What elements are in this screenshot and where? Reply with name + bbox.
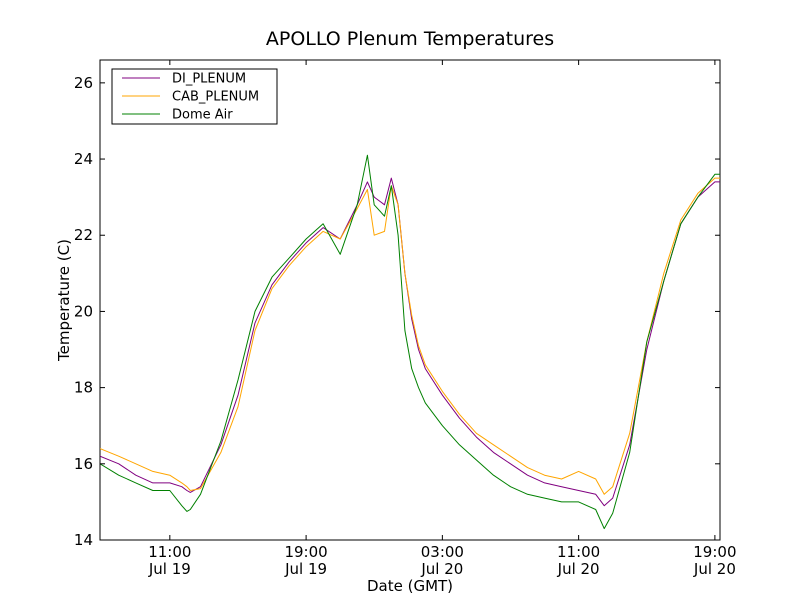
chart-title: APOLLO Plenum Temperatures (266, 28, 554, 50)
y-axis-label: Temperature (C) (55, 239, 73, 362)
y-tick-label: 18 (74, 379, 93, 397)
legend: DI_PLENUM CAB_PLENUM Dome Air (111, 68, 278, 125)
x-tick-date-label: Jul 20 (693, 560, 736, 578)
x-tick-time-label: 19:00 (284, 543, 327, 561)
x-tick-time-label: 11:00 (557, 543, 600, 561)
y-tick-label: 14 (74, 531, 93, 549)
plot-area (99, 59, 721, 541)
y-tick-label: 16 (74, 455, 93, 473)
x-tick-time-label: 11:00 (148, 543, 191, 561)
x-tick-time-label: 03:00 (421, 543, 464, 561)
x-tick-time-label: 19:00 (693, 543, 736, 561)
legend-label-dome-air: Dome Air (172, 108, 233, 123)
y-tick-label: 20 (74, 302, 93, 320)
x-tick-date-label: Jul 19 (284, 560, 327, 578)
x-tick-date-label: Jul 20 (557, 560, 600, 578)
x-axis-label: Date (GMT) (367, 577, 453, 595)
y-tick-label: 22 (74, 226, 93, 244)
x-tick-date-label: Jul 19 (148, 560, 191, 578)
y-tick-label: 26 (74, 74, 93, 92)
legend-label-cab-plenum: CAB_PLENUM (172, 90, 259, 105)
series-line-dome-air (100, 154, 720, 530)
legend-label-di-plenum: DI_PLENUM (172, 72, 246, 87)
series-line-cab-plenum (100, 177, 720, 495)
y-tick-label: 24 (74, 150, 93, 168)
x-tick-date-label: Jul 20 (420, 560, 463, 578)
